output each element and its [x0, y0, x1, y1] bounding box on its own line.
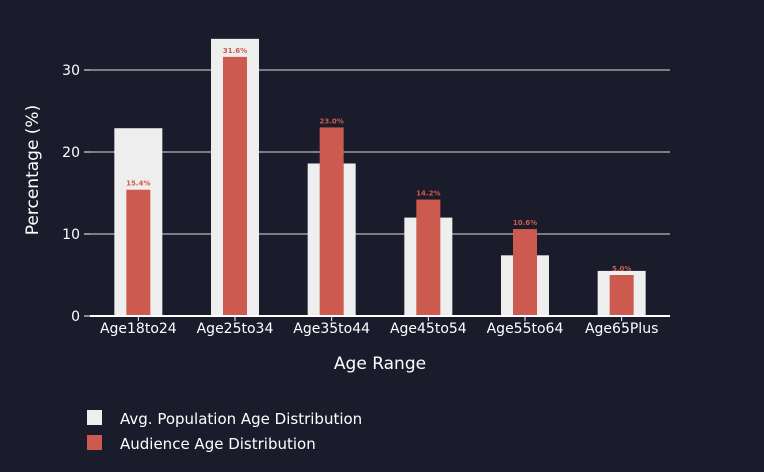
- x-tick-label-Age55to64: Age55to64: [487, 321, 564, 337]
- legend-swatch-audience: [87, 435, 102, 450]
- bars: [114, 38, 646, 317]
- data-label-Age18to24: 15.4%: [126, 180, 150, 188]
- audience-bar-Age65Plus: [609, 275, 634, 316]
- x-tick-label-Age18to24: Age18to24: [100, 321, 177, 337]
- legend-swatch-population: [87, 410, 102, 425]
- x-tick-label-Age25to34: Age25to34: [197, 321, 274, 337]
- data-label-Age35to44: 23.0%: [320, 117, 344, 125]
- y-tick-label-0: 0: [71, 309, 80, 325]
- audience-bar-Age18to24: [126, 189, 151, 316]
- y-axis-title: Percentage (%): [23, 105, 43, 235]
- x-tick-label-Age35to44: Age35to44: [293, 321, 370, 337]
- legend: Avg. Population Age Distribution Audienc…: [87, 410, 362, 453]
- x-tick-label-Age45to54: Age45to54: [390, 321, 467, 337]
- data-label-Age55to64: 10.6%: [513, 219, 537, 227]
- audience-bar-Age55to64: [513, 229, 537, 316]
- audience-bar-Age35to44: [319, 127, 344, 317]
- data-label-Age25to34: 31.6%: [223, 47, 247, 55]
- data-labels: 15.4% 31.6% 23.0% 14.2% 10.6% 5.0%: [126, 47, 631, 273]
- audience-bar-Age25to34: [223, 56, 247, 316]
- audience-bar-Age45to54: [416, 199, 441, 316]
- legend-label-population: Avg. Population Age Distribution: [120, 410, 362, 428]
- gridlines: [90, 69, 670, 235]
- axes: 0 10 20 30 Age18to24 Age25to34 Age35to44 Age45t…: [62, 63, 670, 337]
- y-tick-label-10: 10: [62, 227, 80, 243]
- y-tick-label-30: 30: [62, 63, 80, 79]
- data-label-Age65Plus: 5.0%: [612, 265, 631, 273]
- data-label-Age45to54: 14.2%: [416, 190, 440, 198]
- x-axis-title: Age Range: [334, 354, 426, 374]
- x-tick-label-Age65Plus: Age65Plus: [585, 321, 658, 337]
- y-tick-label-20: 20: [62, 145, 80, 161]
- legend-label-audience: Audience Age Distribution: [120, 435, 316, 453]
